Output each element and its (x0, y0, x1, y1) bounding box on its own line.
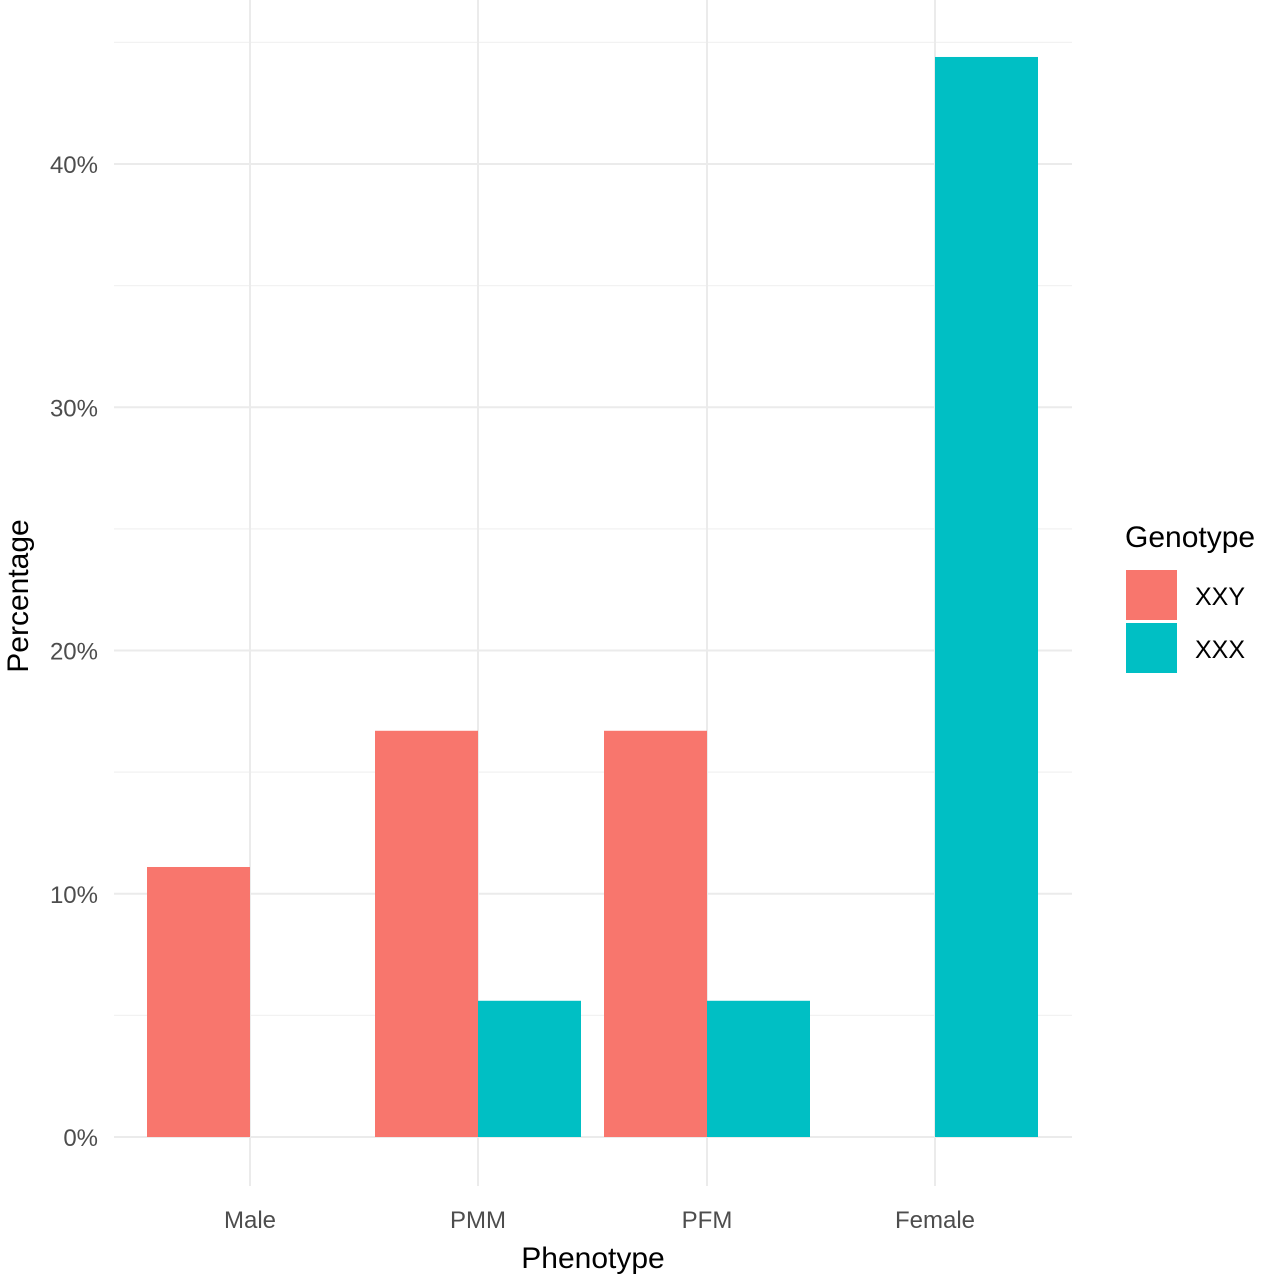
legend-swatch-xxx (1126, 623, 1177, 673)
grid-lines (114, 0, 1072, 1186)
bars (147, 56, 1038, 1138)
legend-swatch-xxy (1126, 570, 1177, 620)
legend: Genotype XXY XXX (1125, 521, 1255, 673)
y-tick-label: 30% (50, 395, 98, 422)
bar-xxx-pmm (478, 1000, 581, 1137)
y-tick-label: 20% (50, 639, 98, 666)
y-tick-label: 0% (63, 1125, 98, 1152)
x-axis-tick-labels: Male PMM PFM Female (224, 1207, 975, 1234)
y-axis-title: Percentage (2, 519, 35, 672)
y-tick-label: 10% (50, 882, 98, 909)
x-axis-title: Phenotype (521, 1242, 664, 1275)
legend-label-xxy: XXY (1195, 583, 1245, 611)
legend-label-xxx: XXX (1195, 636, 1245, 664)
bar-xxy-pmm (375, 730, 478, 1137)
legend-title: Genotype (1125, 521, 1255, 554)
x-tick-label: Female (895, 1207, 975, 1234)
x-tick-label: PFM (682, 1207, 733, 1234)
bar-xxy-male (147, 866, 250, 1137)
y-axis-tick-labels: 0% 10% 20% 30% 40% (50, 152, 98, 1152)
x-tick-label: PMM (450, 1207, 506, 1234)
x-tick-label: Male (224, 1207, 276, 1234)
bar-xxx-pfm (707, 1000, 810, 1137)
y-tick-label: 40% (50, 152, 98, 179)
bar-xxy-pfm (604, 730, 707, 1137)
bar-xxx-female (935, 56, 1038, 1138)
